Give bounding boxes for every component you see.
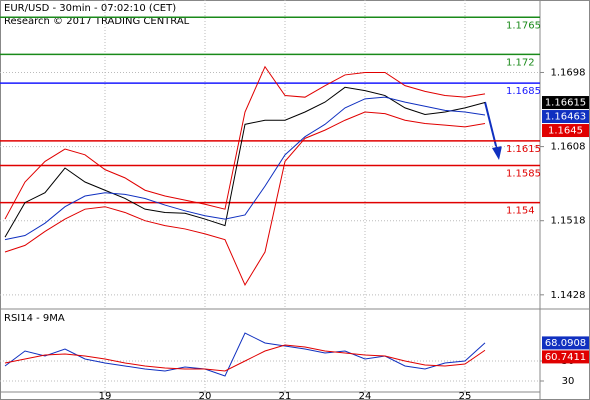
series-line	[4, 65, 486, 220]
x-tick-label: 21	[279, 391, 292, 400]
rsi-title: RSI14 - 9MA	[4, 313, 65, 324]
series-line	[4, 86, 486, 238]
price-badge-label: 1.16463	[545, 112, 586, 123]
x-tick-label: 19	[99, 391, 112, 400]
price-badge-label: 68.0908	[545, 338, 586, 349]
level-label: 1.172	[506, 57, 535, 68]
y-tick-label: 1.1428	[551, 290, 586, 301]
series-line	[4, 96, 486, 241]
x-tick-label: 20	[199, 391, 212, 400]
y-tick-label: 1.1698	[551, 67, 586, 78]
level-label: 1.154	[506, 206, 535, 217]
level-label: 1.1585	[506, 169, 541, 180]
y-tick-label: 1.1608	[551, 142, 586, 153]
series-line	[4, 332, 486, 377]
price-badge	[542, 124, 589, 138]
x-tick-label: 25	[459, 391, 472, 400]
price-badge-label: 60.7411	[545, 352, 586, 363]
x-tick-label: 24	[359, 391, 372, 400]
chart-subtitle: Research © 2017 TRADING CENTRAL	[4, 16, 190, 27]
price-badge	[542, 110, 589, 124]
price-badge	[542, 96, 589, 110]
price-badge	[542, 350, 589, 364]
level-label: 1.1685	[506, 86, 541, 97]
price-badge-label: 1.1645	[548, 126, 583, 137]
y-tick-label: 1.1518	[551, 216, 586, 227]
price-badge-label: 1.16615	[545, 98, 586, 109]
level-label: 1.1615	[506, 144, 541, 155]
y-tick-label: 30	[562, 376, 575, 387]
chart-title: EUR/USD - 30min - 07:02:10 (CET)	[4, 3, 176, 14]
level-label: 1.1765	[506, 20, 541, 31]
forecast-arrow-head	[492, 146, 502, 160]
series-line	[4, 111, 486, 287]
price-badge	[542, 336, 589, 350]
series-line	[4, 344, 486, 372]
forecast-arrow	[484, 101, 498, 151]
